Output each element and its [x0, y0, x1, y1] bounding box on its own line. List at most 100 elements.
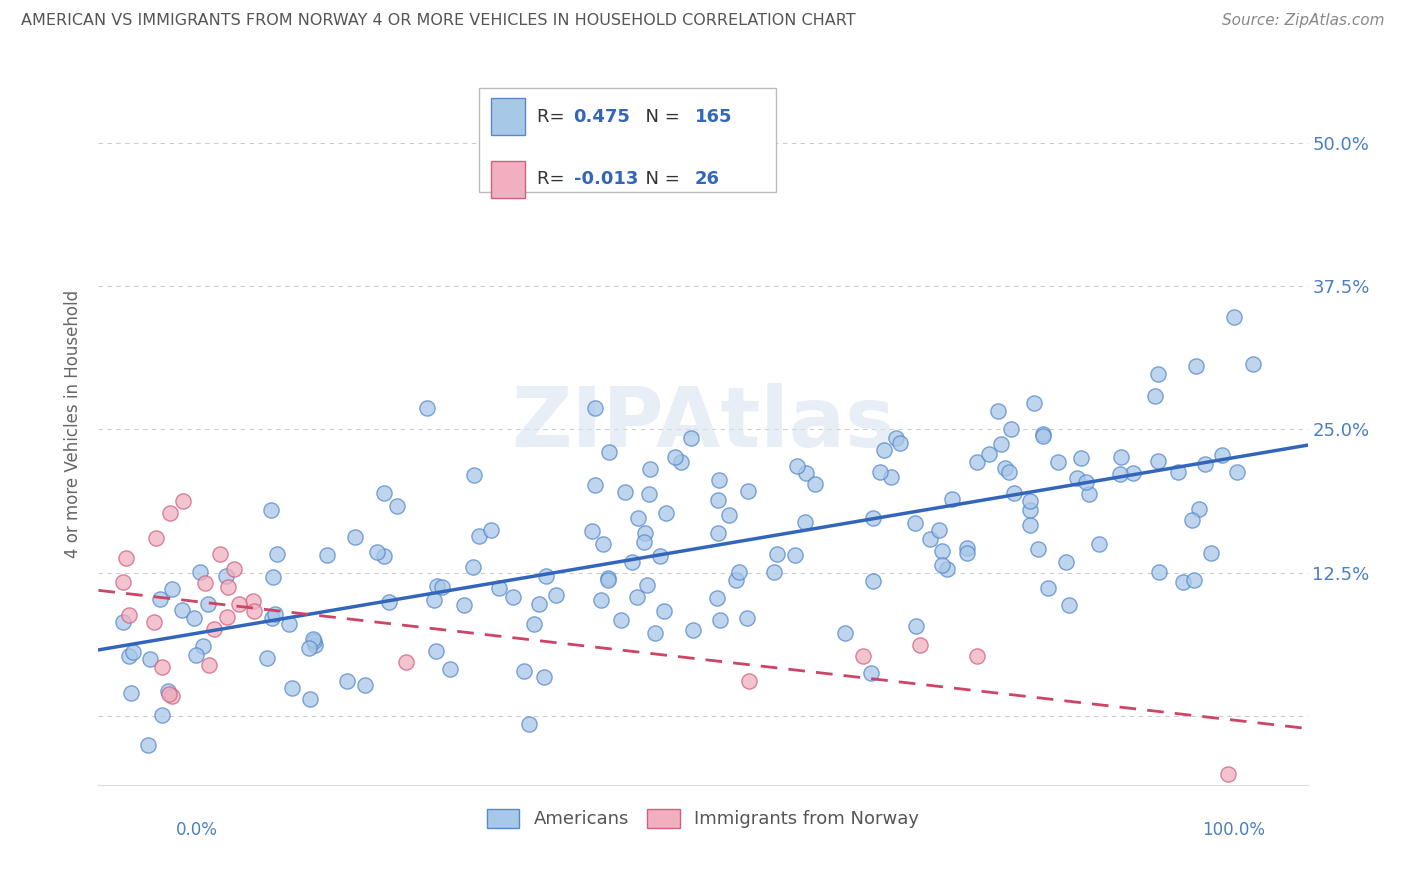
Point	[1000, 422, 1022, 436]
Text: R=: R=	[537, 170, 571, 188]
Point	[706, 591, 728, 605]
Point	[634, 526, 657, 541]
Point	[904, 516, 927, 530]
Point	[373, 486, 395, 500]
Point	[1111, 450, 1133, 464]
Point	[262, 569, 284, 583]
Point	[794, 467, 817, 481]
Point	[142, 615, 165, 630]
Point	[517, 716, 540, 731]
Point	[884, 431, 907, 445]
Point	[217, 580, 239, 594]
Point	[598, 573, 620, 587]
Point	[1032, 427, 1054, 442]
Text: ZIPAtlas: ZIPAtlas	[510, 384, 896, 464]
Point	[1088, 536, 1111, 550]
Point	[1057, 598, 1080, 612]
Point	[353, 678, 375, 692]
Point	[256, 651, 278, 665]
Legend: Americans, Immigrants from Norway: Americans, Immigrants from Norway	[481, 804, 925, 834]
Point	[633, 534, 655, 549]
Point	[162, 689, 184, 703]
Point	[378, 595, 401, 609]
Text: -0.013: -0.013	[574, 170, 638, 188]
Point	[931, 558, 953, 572]
Point	[904, 619, 927, 633]
Point	[920, 532, 942, 546]
Point	[488, 582, 510, 596]
Point	[278, 617, 301, 632]
Point	[544, 588, 567, 602]
Point	[613, 484, 636, 499]
Point	[533, 670, 555, 684]
Point	[1182, 573, 1205, 587]
Point	[1032, 429, 1054, 443]
Point	[834, 625, 856, 640]
Point	[439, 662, 461, 676]
Point	[138, 651, 160, 665]
Text: AMERICAN VS IMMIGRANTS FROM NORWAY 4 OR MORE VEHICLES IN HOUSEHOLD CORRELATION C: AMERICAN VS IMMIGRANTS FROM NORWAY 4 OR …	[21, 13, 856, 29]
Point	[862, 574, 884, 588]
Point	[627, 511, 650, 525]
Point	[262, 610, 284, 624]
Point	[1181, 513, 1204, 527]
Point	[416, 401, 439, 416]
Point	[794, 515, 817, 529]
Point	[735, 611, 758, 625]
Point	[1122, 466, 1144, 480]
Point	[156, 683, 179, 698]
Point	[193, 640, 215, 654]
Point	[1194, 457, 1216, 471]
Point	[299, 692, 322, 706]
Point	[596, 571, 619, 585]
Point	[669, 455, 692, 469]
Point	[621, 555, 644, 569]
Point	[990, 436, 1012, 450]
Point	[534, 569, 557, 583]
Point	[869, 465, 891, 479]
Point	[707, 526, 730, 541]
Point	[724, 573, 747, 587]
Point	[242, 594, 264, 608]
Point	[425, 643, 447, 657]
Point	[1199, 546, 1222, 560]
Point	[737, 483, 759, 498]
Point	[335, 674, 357, 689]
Point	[1074, 475, 1097, 490]
Point	[1222, 310, 1244, 324]
Point	[880, 470, 903, 484]
Point	[172, 494, 194, 508]
Point	[956, 541, 979, 555]
Point	[766, 547, 789, 561]
Point	[209, 547, 232, 561]
Point	[1144, 389, 1167, 403]
Point	[215, 569, 238, 583]
Point	[664, 450, 686, 464]
Text: 0.475: 0.475	[574, 108, 630, 126]
Point	[373, 549, 395, 564]
Point	[302, 632, 325, 647]
Point	[1147, 367, 1170, 381]
Point	[186, 648, 208, 663]
Point	[136, 739, 159, 753]
Point	[786, 459, 808, 474]
Point	[860, 666, 883, 681]
Point	[150, 707, 173, 722]
Text: 165: 165	[695, 108, 733, 126]
Point	[889, 436, 911, 450]
Y-axis label: 4 or more Vehicles in Household: 4 or more Vehicles in Household	[65, 290, 83, 558]
Text: N =: N =	[634, 170, 681, 188]
Point	[118, 608, 141, 623]
Point	[1070, 451, 1092, 466]
Point	[610, 613, 633, 627]
Point	[1243, 357, 1265, 371]
Point	[956, 546, 979, 560]
Point	[652, 603, 675, 617]
Point	[638, 487, 661, 501]
Point	[583, 478, 606, 492]
Point	[183, 611, 205, 625]
Point	[852, 648, 875, 663]
Point	[316, 548, 339, 562]
Point	[468, 529, 491, 543]
Point	[966, 455, 988, 469]
